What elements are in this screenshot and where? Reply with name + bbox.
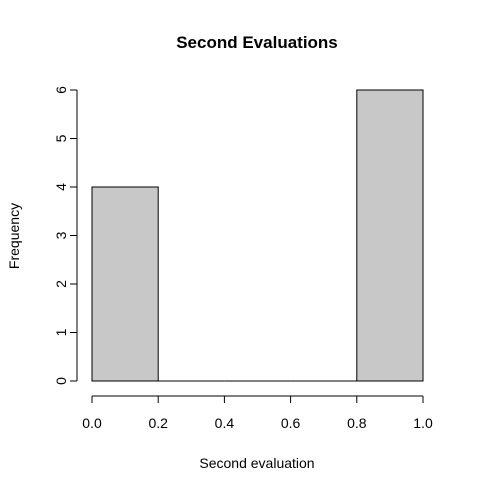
histogram-bar [91, 186, 159, 382]
y-tick-label: 4 [53, 183, 69, 191]
x-tick-label: 0.4 [215, 415, 235, 431]
y-axis: 0 1 2 3 4 5 6 [53, 86, 78, 385]
y-tick-label: 0 [53, 377, 69, 385]
y-tick-label: 1 [53, 328, 69, 336]
x-tick-label: 0.2 [148, 415, 168, 431]
x-axis: 0.0 0.2 0.4 0.6 0.8 1.0 [82, 395, 433, 431]
chart-title: Second Evaluations [176, 33, 338, 52]
x-tick-label: 0.0 [82, 415, 102, 431]
y-tick-label: 5 [53, 134, 69, 142]
x-tick-label: 1.0 [413, 415, 433, 431]
y-tick-label: 3 [53, 231, 69, 239]
histogram-bar [356, 89, 424, 382]
bars-group [91, 89, 424, 382]
x-axis-label: Second evaluation [199, 455, 314, 471]
y-tick-label: 2 [53, 280, 69, 288]
x-tick-label: 0.8 [347, 415, 367, 431]
x-tick-label: 0.6 [281, 415, 301, 431]
y-axis-label: Frequency [6, 203, 22, 269]
y-tick-label: 6 [53, 86, 69, 94]
